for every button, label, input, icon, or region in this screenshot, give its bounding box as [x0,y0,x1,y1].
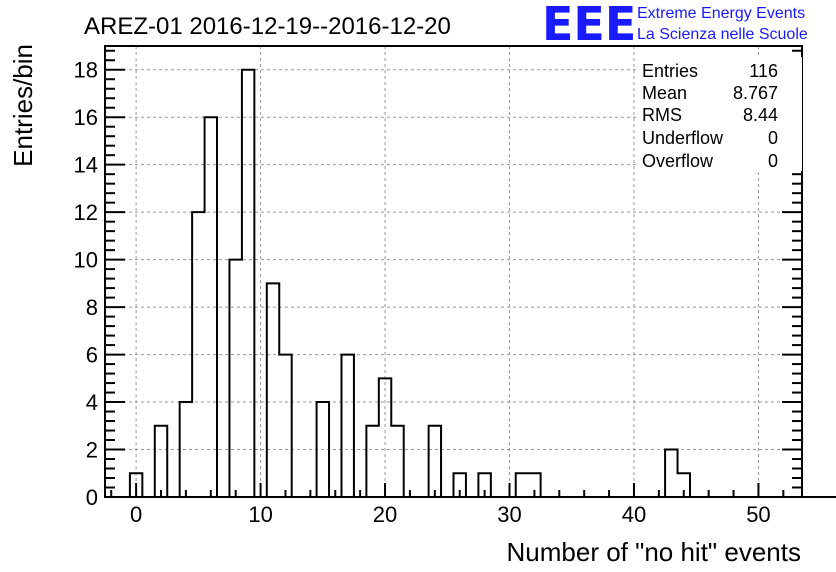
stat-value-underflow: 0 [768,128,778,148]
y-tick-labels: 0 2 4 6 8 10 12 14 16 18 [74,58,98,510]
x-tick-label: 20 [373,502,397,527]
y-axis-title: Entries/bin [8,44,38,167]
histogram-bin [665,450,677,497]
y-tick-label: 4 [86,390,98,415]
logo-line-1: Extreme Energy Events [637,5,805,22]
histogram-bin [229,260,241,497]
y-tick-label: 2 [86,438,98,463]
stat-label-mean: Mean [642,83,687,103]
grid-lines [105,46,802,497]
y-tick-label: 6 [86,343,98,368]
histogram-bin [279,355,291,497]
histogram-bin [267,283,279,497]
chart-title: AREZ-01 2016-12-19--2016-12-20 [84,13,451,40]
y-tick-label: 12 [74,200,98,225]
y-tick-label: 10 [74,248,98,273]
stat-label-entries: Entries [642,61,698,81]
histogram-bin [155,426,167,497]
x-tick-label: 50 [746,502,770,527]
plot-frame [104,45,803,498]
y-tick-label: 0 [86,485,98,510]
histogram-bin [341,355,353,497]
x-tick-label: 10 [248,502,272,527]
stat-label-underflow: Underflow [642,128,724,148]
stat-value-rms: 8.44 [743,105,778,125]
y-tick-label: 8 [86,295,98,320]
y-tick-label: 16 [74,105,98,130]
logo-mark: EEE [542,0,636,51]
stats-box-frame [636,57,802,171]
histogram-bin [429,426,441,497]
y-tick-label: 18 [74,58,98,83]
logo-line-2: La Scienza nelle Scuole [637,26,808,43]
stats-box: Entries 116 Mean 8.767 RMS 8.44 Underflo… [636,57,802,171]
x-tick-label: 0 [130,502,142,527]
x-tick-label: 40 [622,502,646,527]
stat-label-overflow: Overflow [642,151,714,171]
stat-value-overflow: 0 [768,151,778,171]
x-tick-labels: 0 10 20 30 40 50 [130,502,771,527]
histogram-bin [242,70,254,497]
y-tick-label: 14 [74,153,98,178]
x-tick-label: 30 [497,502,521,527]
histogram-bin [366,426,378,497]
eee-logo: EEE Extreme Energy Events La Scienza nel… [542,0,808,51]
stat-value-entries: 116 [749,61,778,81]
histogram-bin [391,426,403,497]
x-axis-title: Number of "no hit" events [507,537,802,567]
stat-value-mean: 8.767 [733,83,778,103]
histogram-bin [516,473,528,497]
stat-label-rms: RMS [642,105,682,125]
